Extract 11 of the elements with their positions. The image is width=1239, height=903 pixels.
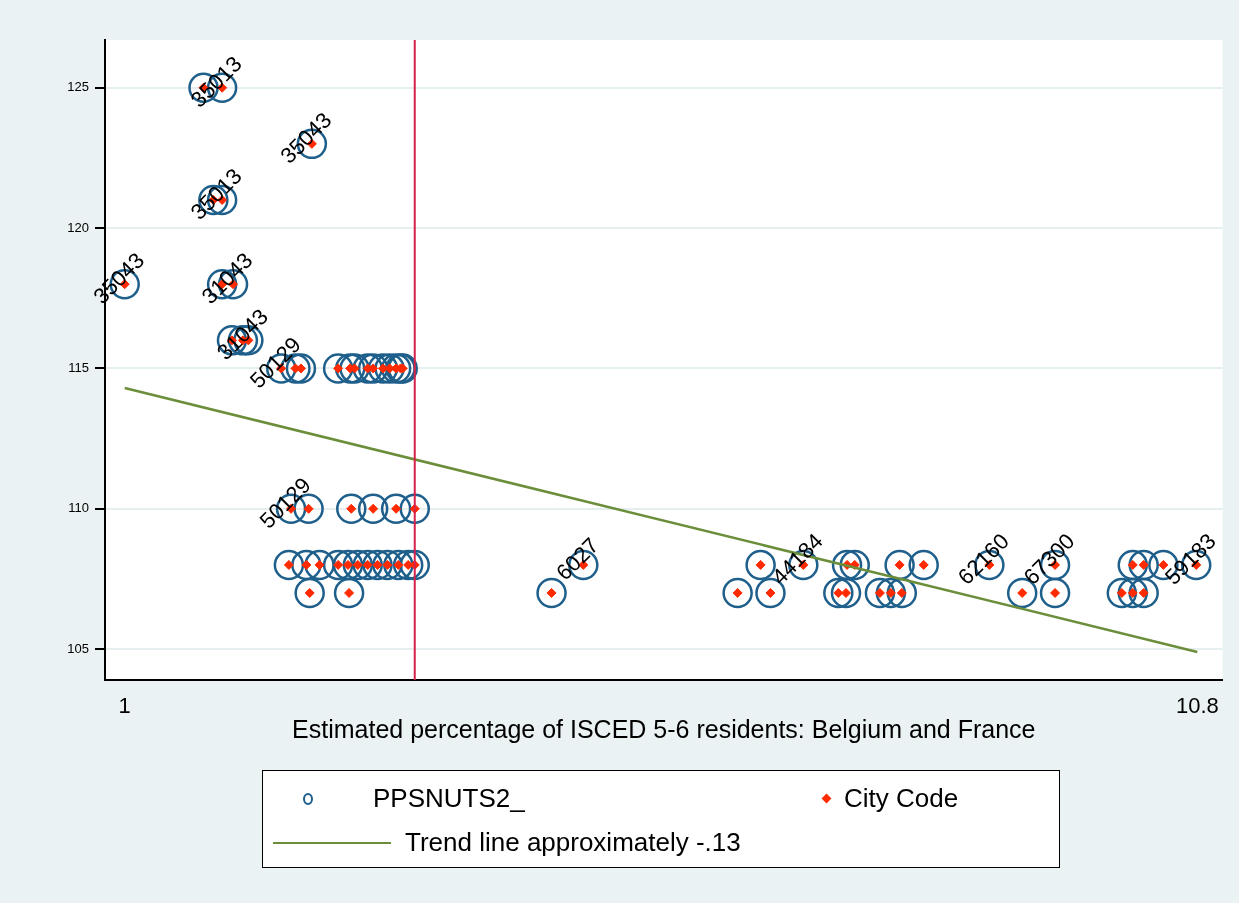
y-tick-label: 115 bbox=[68, 360, 89, 375]
legend-label: City Code bbox=[844, 783, 959, 814]
y-tick-label: 125 bbox=[67, 79, 89, 95]
legend-label: Trend line approximately -.13 bbox=[405, 827, 741, 858]
legend-label: PPSNUTS2_ bbox=[373, 783, 525, 814]
y-tick-label: 110 bbox=[68, 500, 89, 516]
y-tick-label: 120 bbox=[67, 219, 89, 235]
x-tick-label: 10.8 bbox=[1175, 693, 1219, 719]
x-axis-title: Estimated percentage of ISCED 5-6 residents: Belgium and France bbox=[292, 714, 1036, 743]
x-tick-label: 1 bbox=[118, 693, 131, 719]
y-tick-label: 105 bbox=[67, 640, 89, 656]
